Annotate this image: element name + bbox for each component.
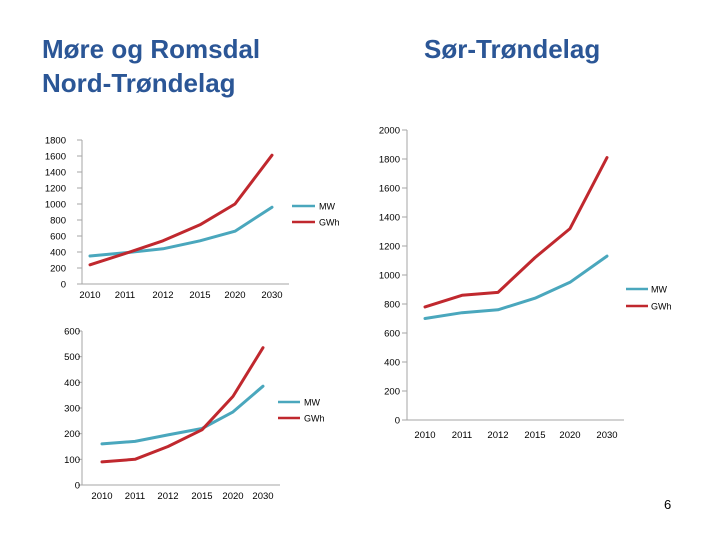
chart-bottom-left-series-mw-line (100, 384, 265, 446)
chart-bottom-left-x-tick-label: 2012 (157, 491, 178, 502)
title-more-og-romsdal-nord-trondelag: Møre og Romsdal Nord-Trøndelag (42, 32, 362, 100)
chart-top-left-y-tick-label: 1000 (45, 200, 66, 211)
chart-top-left-y-tick-label: 600 (50, 232, 66, 243)
chart-right-x-tick-label: 2015 (524, 430, 545, 441)
chart-top-left-series-mw-line (88, 205, 274, 258)
chart-top-left-y-tick-label: 1600 (45, 152, 66, 163)
chart-right-y-tick-label: 1000 (379, 271, 400, 282)
chart-bottom-left-x-tick-label: 2011 (125, 491, 145, 502)
chart-right-y-tick-label: 200 (384, 387, 400, 398)
chart-right-legend-mw-label: MW (651, 285, 667, 295)
chart-top-left-x-tick-label: 2030 (261, 290, 282, 301)
chart-bottom-left-legend-gwh-label: GWh (304, 414, 325, 424)
chart-top-left-series-gwh-line (88, 153, 274, 267)
chart-top-left-y-tick-label: 1400 (45, 168, 66, 179)
chart-right-series-mw-line (423, 254, 609, 320)
chart-right-y-tick-label: 0 (395, 416, 400, 427)
chart-right-y-tick-label: 400 (384, 358, 400, 369)
chart-right-series-gwh-line (423, 156, 609, 309)
chart-top-left-x-tick-label: 2011 (115, 290, 135, 301)
chart-bottom-left-y-tick-label: 300 (64, 404, 80, 415)
chart-top-left-y-tick-label: 1200 (45, 184, 66, 195)
chart-right-x-tick-label: 2011 (452, 430, 472, 441)
chart-top-left-x-tick-label: 2012 (152, 290, 173, 301)
chart-bottom-left-series-gwh-line (100, 346, 265, 464)
chart-right-y-tick-label: 1800 (379, 155, 400, 166)
chart-right-x-tick-label: 2010 (414, 430, 435, 441)
chart-top-left-y-tick-label: 1800 (45, 136, 66, 147)
chart-bottom-left-y-tick-label: 400 (64, 378, 80, 389)
chart-right-y-tick-label: 800 (384, 300, 400, 311)
chart-bottom-left-x-tick-label: 2010 (91, 491, 112, 502)
chart-top-left-legend-mw-label: MW (319, 202, 335, 212)
chart-bottom-left-legend-mw-label: MW (304, 398, 320, 408)
chart-bottom-left-x-tick-label: 2020 (222, 491, 243, 502)
chart-right-legend-gwh-label: GWh (651, 302, 672, 312)
chart-bottom-left-y-tick-label: 0 (75, 481, 80, 492)
chart-top-left-legend-gwh-label: GWh (319, 218, 340, 228)
chart-right-y-tick-label: 600 (384, 329, 400, 340)
chart-right-y-tick-label: 1200 (379, 242, 400, 253)
chart-right-y-tick-label: 1400 (379, 213, 400, 224)
title-line-2: Nord-Trøndelag (42, 68, 236, 98)
chart-bottom-left-x-tick-label: 2015 (191, 491, 212, 502)
chart-top-left-x-tick-label: 2015 (189, 290, 210, 301)
chart-top-left-y-tick-label: 200 (50, 264, 66, 275)
chart-bottom-left-y-tick-label: 600 (64, 327, 80, 338)
chart-top-left-y-tick-label: 400 (50, 248, 66, 259)
chart-top-left-y-tick-label: 0 (61, 280, 66, 291)
chart-top-left-x-tick-label: 2020 (224, 290, 245, 301)
chart-top-left-y-tick-label: 800 (50, 216, 66, 227)
title-line-1: Møre og Romsdal (42, 34, 261, 64)
chart-right-y-tick-label: 2000 (379, 126, 400, 137)
chart-bottom-left-y-tick-label: 200 (64, 429, 80, 440)
title-sor-trondelag: Sør-Trøndelag (424, 34, 601, 64)
chart-bottom-left-y-tick-label: 500 (64, 352, 80, 363)
chart-right-y-tick-label: 1600 (379, 184, 400, 195)
slide-number: 6 (664, 497, 672, 512)
chart-right-x-tick-label: 2020 (559, 430, 580, 441)
chart-top-left-x-tick-label: 2010 (79, 290, 100, 301)
chart-right-x-tick-label: 2030 (596, 430, 617, 441)
chart-right-x-tick-label: 2012 (487, 430, 508, 441)
chart-bottom-left-x-tick-label: 2030 (252, 491, 273, 502)
chart-bottom-left-y-tick-label: 100 (64, 455, 80, 466)
